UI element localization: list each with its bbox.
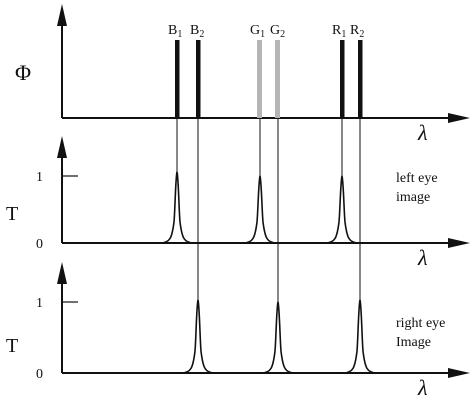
right-passband-r2: [342, 299, 378, 374]
line-label-b1: B1: [168, 23, 182, 40]
right-eye-caption-line1: right eye: [396, 316, 445, 331]
left-passband-r1: [324, 175, 360, 244]
right-eye-caption-line2: Image: [396, 335, 431, 350]
right-passband-b2: [180, 299, 216, 374]
left-eye-caption-line1: left eye: [396, 171, 438, 186]
line-label-r1: R1: [332, 23, 346, 40]
left-tick-zero-label: 0: [36, 237, 43, 252]
left-eye-caption-line2: image: [396, 190, 430, 205]
line-label-g2: G2: [270, 23, 285, 40]
phi-axis-arrow: [57, 4, 67, 26]
emission-line-r1: [340, 40, 345, 118]
left-lambda-axis-label: λ: [417, 245, 428, 270]
emission-line-b1: [175, 40, 180, 118]
left-eye-panel: 1 0 T λ left eye image: [6, 136, 470, 270]
left-passband-g1: [242, 175, 278, 244]
line-label-g1: G1: [250, 23, 265, 40]
right-lambda-axis-arrow: [448, 368, 470, 378]
left-t-axis-label: T: [6, 203, 18, 225]
left-t-axis-arrow: [57, 136, 67, 158]
left-passband-b1: [159, 171, 195, 244]
right-t-axis-label: T: [6, 335, 18, 357]
right-passband-g2: [260, 301, 296, 374]
right-tick-zero-label: 0: [36, 367, 43, 382]
emission-line-b2: [196, 40, 201, 118]
left-lambda-axis-arrow: [448, 238, 470, 248]
right-eye-panel: 1 0 T λ right eye Image: [6, 262, 470, 400]
emission-line-g1: [257, 40, 262, 118]
right-lambda-axis-label: λ: [417, 375, 428, 400]
emission-panel: Φ λ B1 B2 G1 G2 R1 R2: [15, 4, 470, 145]
right-t-axis-arrow: [57, 262, 67, 284]
lambda-axis-top-arrow: [448, 113, 470, 123]
left-tick-one-label: 1: [36, 170, 43, 185]
lambda-axis-top-label: λ: [417, 120, 428, 145]
line-label-r2: R2: [350, 23, 364, 40]
connector-lines: [176, 118, 361, 302]
line-label-b2: B2: [190, 23, 204, 40]
emission-line-r2: [358, 40, 363, 118]
right-tick-one-label: 1: [36, 296, 43, 311]
phi-axis-label: Φ: [15, 60, 31, 85]
emission-line-g2: [275, 40, 280, 118]
